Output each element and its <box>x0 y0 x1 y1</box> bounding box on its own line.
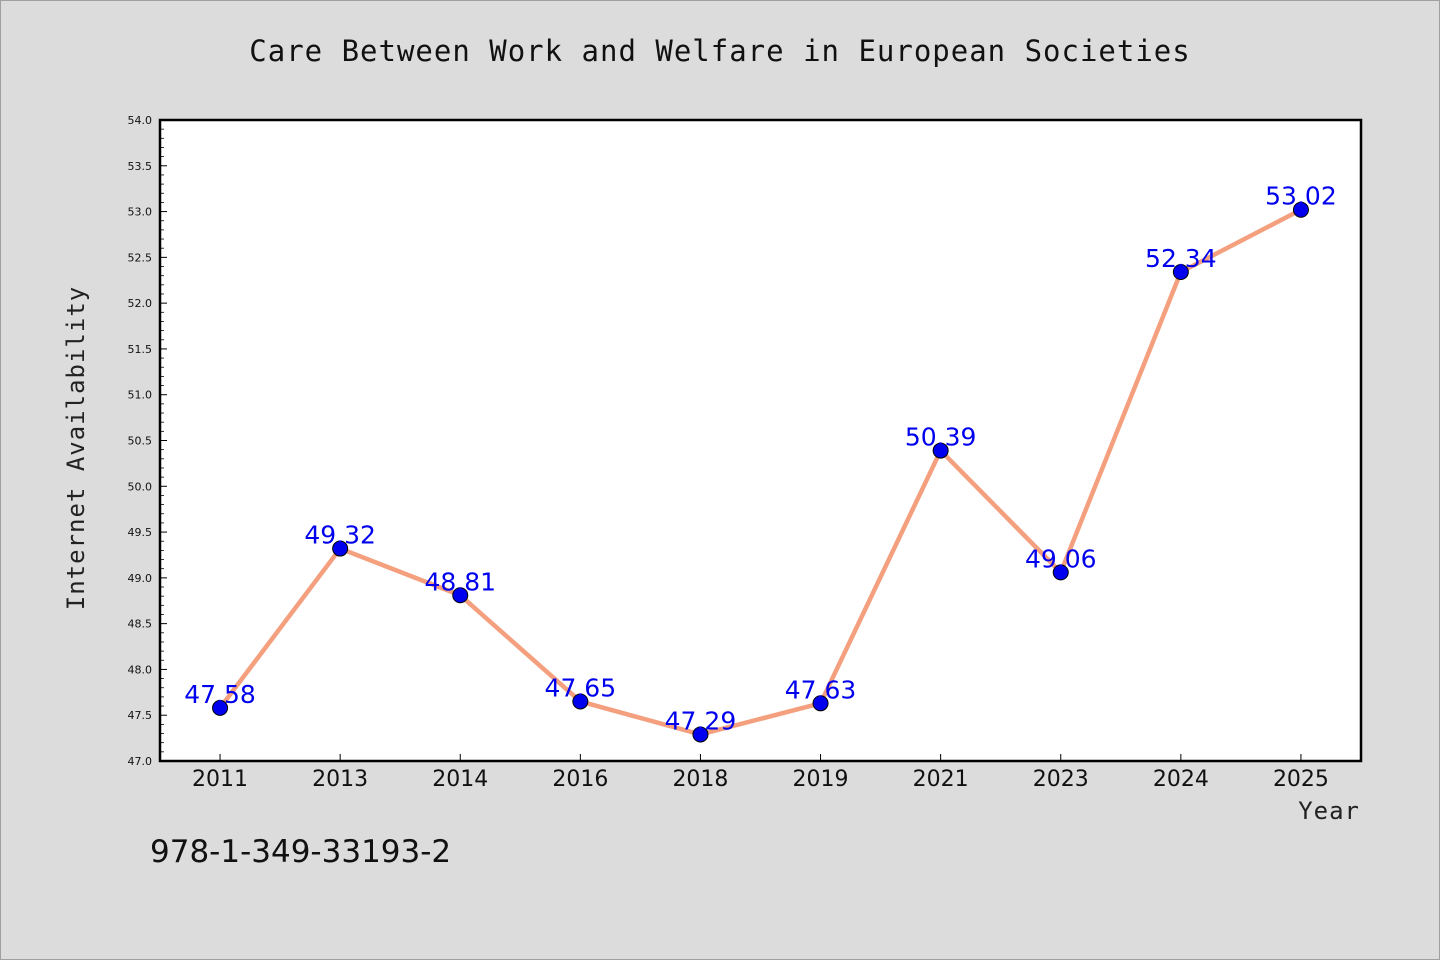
y-tick-label: 53.0 <box>128 206 153 219</box>
y-tick-label: 50.5 <box>128 435 153 448</box>
x-tick-label: 2024 <box>1153 767 1209 792</box>
data-point <box>1292 201 1309 218</box>
data-label: 47.29 <box>665 706 737 735</box>
x-axis-label: Year <box>1298 797 1360 825</box>
data-label: 47.58 <box>184 680 256 709</box>
data-label: 50.39 <box>905 423 977 452</box>
data-label: 52.34 <box>1145 244 1217 273</box>
x-tick-label: 2016 <box>552 767 608 792</box>
x-tick-label: 2025 <box>1273 767 1329 792</box>
y-tick-label: 47.0 <box>128 755 153 768</box>
y-tick-label: 52.5 <box>128 251 153 264</box>
y-tick-label: 50.0 <box>128 480 153 493</box>
axis-ticks: 47.0 47.5 48.0 48.5 49.0 49.5 50.0 50.5 51.0 51.5… <box>128 114 1329 792</box>
y-tick-label: 51.0 <box>128 389 153 402</box>
data-label: 47.63 <box>785 675 857 704</box>
x-tick-label: 2013 <box>312 767 368 792</box>
data-label: 47.65 <box>545 673 617 702</box>
y-tick-label: 48.5 <box>128 618 153 631</box>
y-tick-label: 49.5 <box>128 526 153 539</box>
data-point <box>812 695 829 712</box>
y-tick-label: 51.5 <box>128 343 153 356</box>
data-point <box>692 726 709 743</box>
isbn-text: 978-1-349-33193-2 <box>150 834 452 870</box>
data-point <box>572 693 589 710</box>
data-point <box>1052 564 1069 581</box>
data-series <box>212 201 1309 743</box>
chart-title: Care Between Work and Welfare in Europea… <box>249 34 1191 68</box>
plot-border <box>158 118 1363 763</box>
data-point <box>212 699 229 716</box>
y-tick-label: 49.0 <box>128 572 153 585</box>
y-tick-label: 54.0 <box>128 114 153 127</box>
data-label: 48.81 <box>424 567 496 596</box>
data-label: 49.06 <box>1025 544 1097 573</box>
y-tick-label: 48.0 <box>128 663 153 676</box>
y-tick-label: 47.5 <box>128 709 153 722</box>
data-labels: 47.58 49.32 48.81 47.65 47.29 47.63 50.39 49.06… <box>184 182 1336 736</box>
data-label: 49.32 <box>304 521 376 550</box>
data-point <box>332 540 349 557</box>
series-line <box>217 207 1304 737</box>
data-point <box>452 587 469 604</box>
data-label: 53.02 <box>1265 182 1337 211</box>
x-tick-label: 2021 <box>913 767 969 792</box>
x-tick-label: 2023 <box>1033 767 1089 792</box>
x-tick-label: 2011 <box>192 767 248 792</box>
x-tick-label: 2019 <box>793 767 849 792</box>
x-tick-label: 2014 <box>432 767 488 792</box>
y-tick-label: 52.0 <box>128 297 153 310</box>
plot-area <box>160 120 1361 761</box>
data-point <box>1172 264 1189 281</box>
x-tick-label: 2018 <box>672 767 728 792</box>
y-tick-label: 53.5 <box>128 160 153 173</box>
data-point <box>932 442 949 459</box>
